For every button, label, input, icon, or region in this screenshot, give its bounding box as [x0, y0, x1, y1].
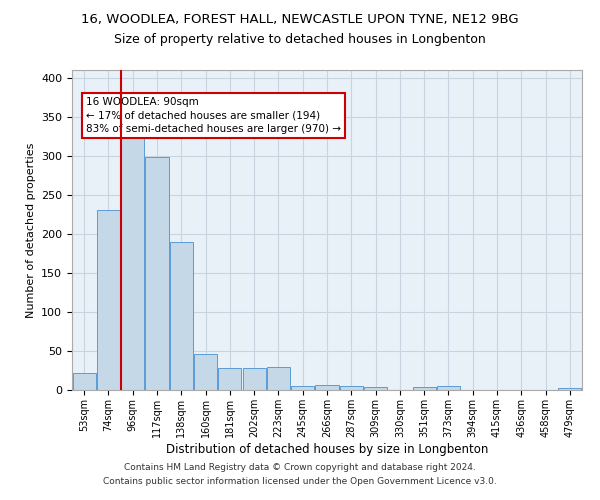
Text: Contains public sector information licensed under the Open Government Licence v3: Contains public sector information licen…: [103, 477, 497, 486]
Bar: [170, 242, 193, 390]
Bar: [437, 386, 460, 390]
Bar: [121, 138, 144, 390]
Bar: [413, 387, 436, 390]
Text: 16, WOODLEA, FOREST HALL, NEWCASTLE UPON TYNE, NE12 9BG: 16, WOODLEA, FOREST HALL, NEWCASTLE UPON…: [81, 12, 519, 26]
X-axis label: Distribution of detached houses by size in Longbenton: Distribution of detached houses by size …: [166, 442, 488, 456]
Bar: [364, 387, 387, 390]
Bar: [194, 354, 217, 390]
Text: 16 WOODLEA: 90sqm
← 17% of detached houses are smaller (194)
83% of semi-detache: 16 WOODLEA: 90sqm ← 17% of detached hous…: [86, 98, 341, 134]
Bar: [145, 158, 169, 390]
Y-axis label: Number of detached properties: Number of detached properties: [26, 142, 35, 318]
Text: Contains HM Land Registry data © Crown copyright and database right 2024.: Contains HM Land Registry data © Crown c…: [124, 464, 476, 472]
Bar: [73, 373, 95, 390]
Bar: [340, 386, 363, 390]
Text: Size of property relative to detached houses in Longbenton: Size of property relative to detached ho…: [114, 32, 486, 46]
Bar: [218, 368, 241, 390]
Bar: [559, 388, 581, 390]
Bar: [242, 368, 266, 390]
Bar: [316, 386, 338, 390]
Bar: [97, 210, 120, 390]
Bar: [267, 368, 290, 390]
Bar: [291, 386, 314, 390]
